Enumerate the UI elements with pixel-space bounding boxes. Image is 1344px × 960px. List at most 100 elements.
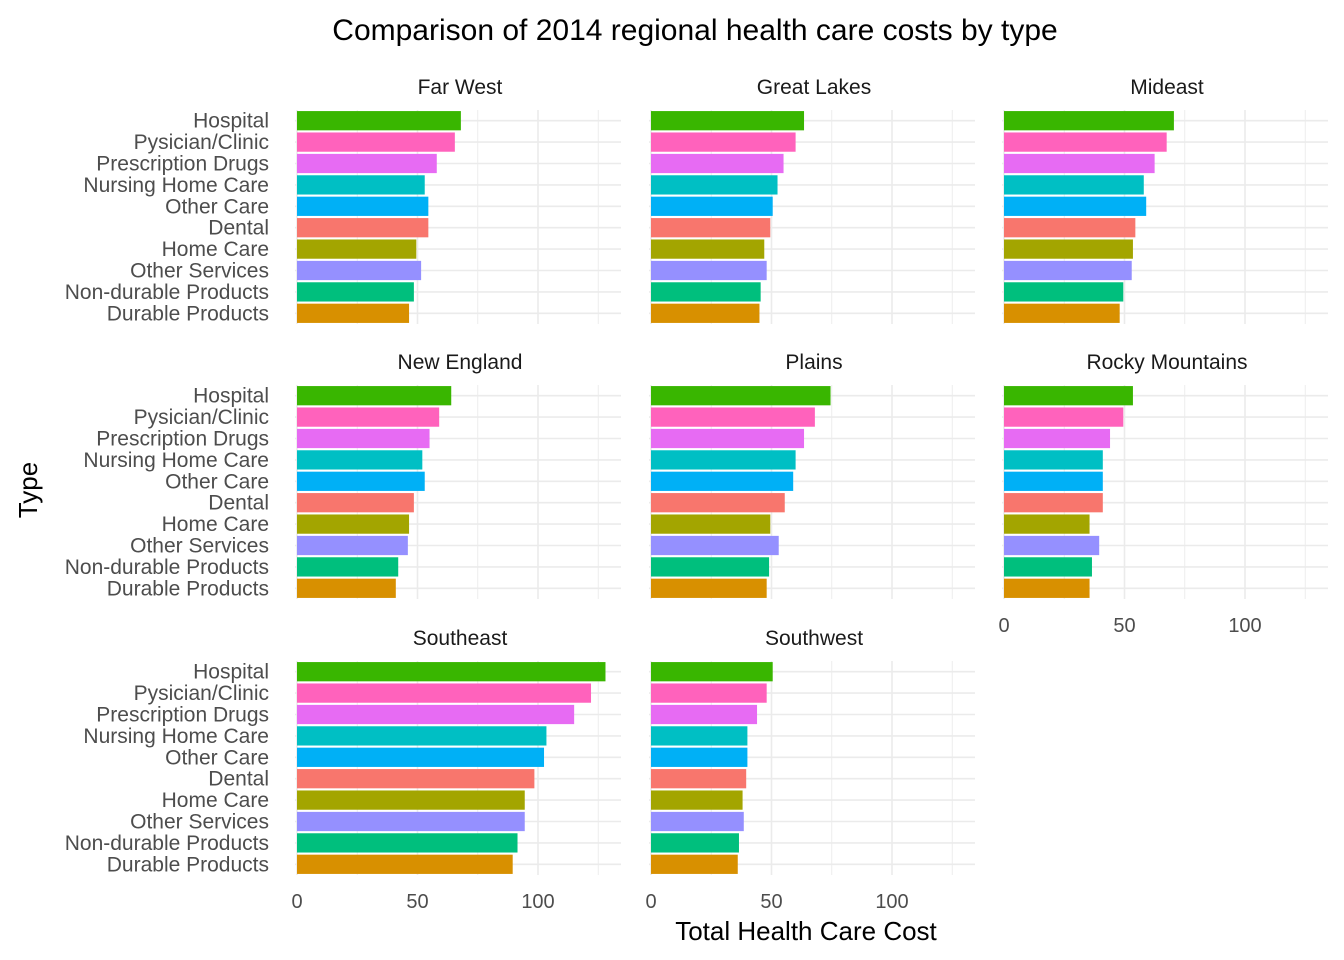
bar-great-lakes-prescription-drugs (651, 153, 784, 174)
y-tick-label: Durable Products (107, 577, 269, 600)
bar-southeast-hospital (297, 662, 606, 682)
panel-great-lakes: Great Lakes (649, 76, 975, 324)
y-tick-label: Other Care (165, 195, 269, 218)
bar-rocky-mountains-pysician-clinic (1004, 407, 1124, 427)
bar-far-west-hospital (297, 111, 461, 131)
bar-plains-pysician-clinic (651, 407, 815, 427)
y-tick-label: Other Services (130, 260, 269, 283)
panel-far-west: Far West HospitalPysician/ClinicPrescript… (65, 76, 621, 325)
bar-southeast-durable-products (297, 854, 513, 874)
bar-new-england-hospital (297, 386, 452, 406)
bar-mideast-durable-products (1004, 303, 1120, 323)
y-tick-label: Dental (208, 492, 269, 515)
bar-great-lakes-dental (651, 218, 771, 238)
bar-rocky-mountains-hospital (1004, 386, 1133, 406)
panel-southwest: Southwest (649, 627, 975, 875)
y-tick-label: Nursing Home Care (83, 725, 269, 748)
x-tick-label: 0 (291, 891, 302, 913)
bar-great-lakes-pysician-clinic (651, 132, 796, 152)
bar-southwest-other-services (651, 811, 744, 832)
bar-plains-home-care (651, 514, 771, 534)
bar-plains-nursing-home-care (651, 450, 796, 470)
x-tick-label: 0 (645, 891, 656, 913)
bar-rocky-mountains-dental (1004, 493, 1103, 513)
bar-new-england-dental (297, 493, 414, 513)
bar-mideast-other-services (1004, 260, 1132, 281)
bar-rocky-mountains-durable-products (1004, 578, 1090, 598)
y-tick-label: Pysician/Clinic (134, 131, 269, 154)
bar-new-england-non-durable-products (297, 557, 399, 577)
y-tick-label: Home Care (162, 513, 269, 536)
bar-new-england-other-services (297, 535, 408, 556)
panel-southeast: Southeast HospitalPysician/ClinicPrescrip… (65, 627, 621, 876)
panel-new-england: New England HospitalPysician/ClinicPrescr… (65, 351, 621, 600)
bar-new-england-other-care (297, 471, 425, 491)
bar-southwest-hospital (651, 662, 773, 682)
bar-mideast-prescription-drugs (1004, 153, 1155, 174)
x-tick-label: 100 (875, 891, 908, 913)
y-tick-label: Other Services (130, 535, 269, 558)
bar-plains-prescription-drugs (651, 428, 805, 449)
bar-new-england-pysician-clinic (297, 407, 440, 427)
panel-rocky-mountains: Rocky Mountains (1002, 351, 1328, 599)
strip-label-rocky-mountains: Rocky Mountains (1086, 351, 1247, 374)
y-tick-label: Non-durable Products (65, 556, 269, 579)
bar-mideast-home-care (1004, 239, 1133, 259)
bar-southeast-prescription-drugs (297, 704, 575, 725)
y-tick-label: Non-durable Products (65, 281, 269, 304)
bar-new-england-prescription-drugs (297, 428, 430, 449)
y-tick-label: Hospital (193, 661, 269, 684)
panel-plains: Plains (649, 351, 975, 599)
bar-mideast-dental (1004, 218, 1136, 238)
bar-plains-durable-products (651, 578, 767, 598)
bar-southwest-prescription-drugs (651, 704, 758, 725)
bar-far-west-dental (297, 218, 429, 238)
bar-southwest-dental (651, 769, 747, 789)
y-tick-label: Pysician/Clinic (134, 682, 269, 705)
bar-rocky-mountains-other-services (1004, 535, 1100, 556)
bar-far-west-other-services (297, 260, 422, 281)
y-tick-label: Prescription Drugs (96, 153, 269, 176)
bar-rocky-mountains-nursing-home-care (1004, 450, 1103, 470)
bar-far-west-pysician-clinic (297, 132, 455, 152)
strip-label-new-england: New England (398, 351, 523, 374)
bar-southeast-non-durable-products (297, 833, 518, 853)
bar-great-lakes-hospital (651, 111, 805, 131)
x-axes: 0 50 100 0 50 100 0 50 100 (291, 615, 1261, 913)
bar-southeast-other-services (297, 811, 525, 832)
bar-mideast-hospital (1004, 111, 1174, 131)
x-tick-label: 100 (521, 891, 554, 913)
y-tick-label: Prescription Drugs (96, 428, 269, 451)
bar-far-west-prescription-drugs (297, 153, 437, 174)
y-tick-label: Home Care (162, 238, 269, 261)
bar-southeast-pysician-clinic (297, 683, 592, 703)
y-tick-label: Durable Products (107, 302, 269, 325)
facet-panels: Far WestHospitalPysician/ClinicPrescript… (65, 76, 1328, 876)
y-tick-label: Other Care (165, 746, 269, 769)
bar-southeast-dental (297, 769, 535, 789)
bar-rocky-mountains-other-care (1004, 471, 1103, 491)
strip-label-far-west: Far West (418, 76, 503, 99)
y-tick-label: Other Services (130, 811, 269, 834)
bar-southwest-non-durable-products (651, 833, 739, 853)
bar-southwest-other-care (651, 747, 748, 767)
strip-label-great-lakes: Great Lakes (757, 76, 871, 99)
y-tick-label: Nursing Home Care (83, 174, 269, 197)
bar-southeast-nursing-home-care (297, 726, 547, 746)
panel-mideast: Mideast (1002, 76, 1328, 324)
bar-mideast-pysician-clinic (1004, 132, 1167, 152)
bar-far-west-other-care (297, 196, 429, 216)
bar-plains-other-care (651, 471, 794, 491)
y-tick-label: Dental (208, 217, 269, 240)
x-tick-label: 50 (760, 891, 782, 913)
x-axis-title: Total Health Care Cost (675, 916, 937, 946)
bar-great-lakes-durable-products (651, 303, 760, 323)
bar-great-lakes-other-care (651, 196, 773, 216)
bar-far-west-non-durable-products (297, 282, 414, 302)
bar-plains-non-durable-products (651, 557, 770, 577)
bar-plains-hospital (651, 386, 831, 406)
bar-mideast-nursing-home-care (1004, 175, 1144, 195)
strip-label-mideast: Mideast (1130, 76, 1204, 99)
y-tick-label: Pysician/Clinic (134, 406, 269, 429)
